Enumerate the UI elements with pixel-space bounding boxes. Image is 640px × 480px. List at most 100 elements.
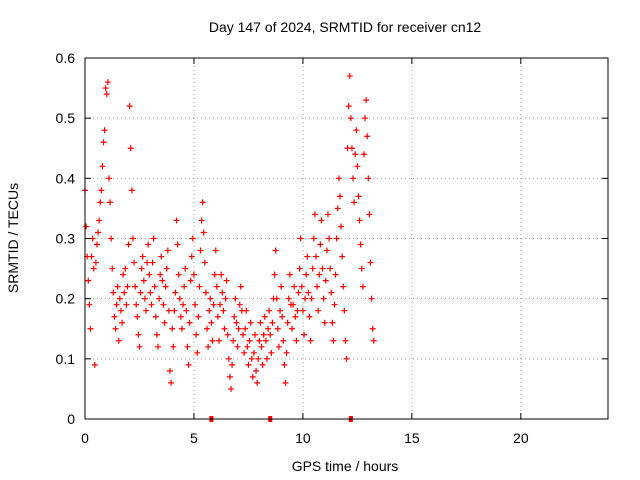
data-point (239, 331, 246, 338)
data-point (312, 253, 319, 260)
y-tick-label: 0.6 (56, 50, 76, 66)
data-point (136, 343, 143, 350)
data-point (206, 307, 213, 314)
data-point (289, 325, 296, 332)
data-point (230, 337, 237, 344)
data-point (105, 175, 112, 182)
data-point (100, 139, 107, 146)
data-point (175, 271, 182, 278)
data-point (269, 319, 276, 326)
data-point (254, 379, 261, 386)
data-point (153, 331, 160, 338)
data-point (262, 337, 269, 344)
data-point (226, 373, 233, 380)
data-point (119, 319, 126, 326)
data-point (108, 235, 115, 242)
data-point (176, 295, 183, 302)
data-point (253, 367, 260, 374)
data-point (296, 265, 303, 272)
data-point (170, 343, 177, 350)
data-point (195, 313, 202, 320)
data-point (363, 97, 370, 104)
y-tick-label: 0 (67, 411, 75, 427)
data-point (331, 301, 338, 308)
data-point (141, 295, 148, 302)
data-point (182, 265, 189, 272)
data-point (86, 301, 93, 308)
data-point (161, 319, 168, 326)
data-point (207, 295, 214, 302)
data-point (332, 271, 339, 278)
data-point (144, 259, 151, 266)
data-point (339, 253, 346, 260)
data-point (201, 259, 208, 266)
data-point (109, 265, 116, 272)
data-point (370, 337, 377, 344)
data-point (190, 271, 197, 278)
data-point (247, 319, 254, 326)
data-point (171, 307, 178, 314)
data-point (129, 235, 136, 242)
data-point (152, 313, 159, 320)
data-point (265, 325, 272, 332)
data-point (336, 193, 343, 200)
data-point (91, 361, 98, 368)
data-point (90, 265, 97, 272)
data-point (168, 379, 175, 386)
data-point (338, 223, 345, 230)
data-point (236, 301, 243, 308)
data-point (121, 289, 128, 296)
y-tick-label: 0.5 (56, 110, 76, 126)
plot-points (82, 73, 377, 392)
data-point (268, 349, 275, 356)
data-point (107, 199, 114, 206)
data-point (322, 277, 329, 284)
data-point (147, 289, 154, 296)
data-point (135, 331, 142, 338)
data-point (290, 301, 297, 308)
data-point (293, 337, 300, 344)
data-point (140, 277, 147, 284)
data-point (246, 337, 253, 344)
data-point (345, 103, 352, 110)
chart-title: Day 147 of 2024, SRMTID for receiver cn1… (209, 19, 482, 35)
data-point (194, 349, 201, 356)
data-point (173, 217, 180, 224)
data-point (151, 283, 158, 290)
data-point (330, 337, 337, 344)
data-point (224, 331, 231, 338)
data-point (85, 277, 92, 284)
data-point (83, 223, 90, 230)
data-point (266, 307, 273, 314)
data-point (101, 127, 108, 134)
data-point (211, 271, 218, 278)
data-point (306, 313, 313, 320)
data-point (112, 325, 119, 332)
data-point (335, 175, 342, 182)
data-point (321, 319, 328, 326)
data-point (180, 301, 187, 308)
data-point (221, 325, 228, 332)
y-tick-label: 0.1 (56, 351, 76, 367)
data-point (343, 355, 350, 362)
data-point (316, 271, 323, 278)
data-point (186, 319, 193, 326)
data-point (219, 289, 226, 296)
data-point (329, 319, 336, 326)
data-point (302, 295, 309, 302)
data-point (150, 235, 157, 242)
data-point (99, 163, 106, 170)
data-point (356, 217, 363, 224)
data-point (282, 379, 289, 386)
data-point (124, 283, 131, 290)
data-point (320, 295, 327, 302)
data-point (308, 295, 315, 302)
data-point (164, 247, 171, 254)
data-point (178, 325, 185, 332)
data-point (318, 217, 325, 224)
data-point (220, 307, 227, 314)
data-point (92, 259, 99, 266)
data-point (139, 253, 146, 260)
data-point (365, 175, 372, 182)
data-point (133, 301, 140, 308)
